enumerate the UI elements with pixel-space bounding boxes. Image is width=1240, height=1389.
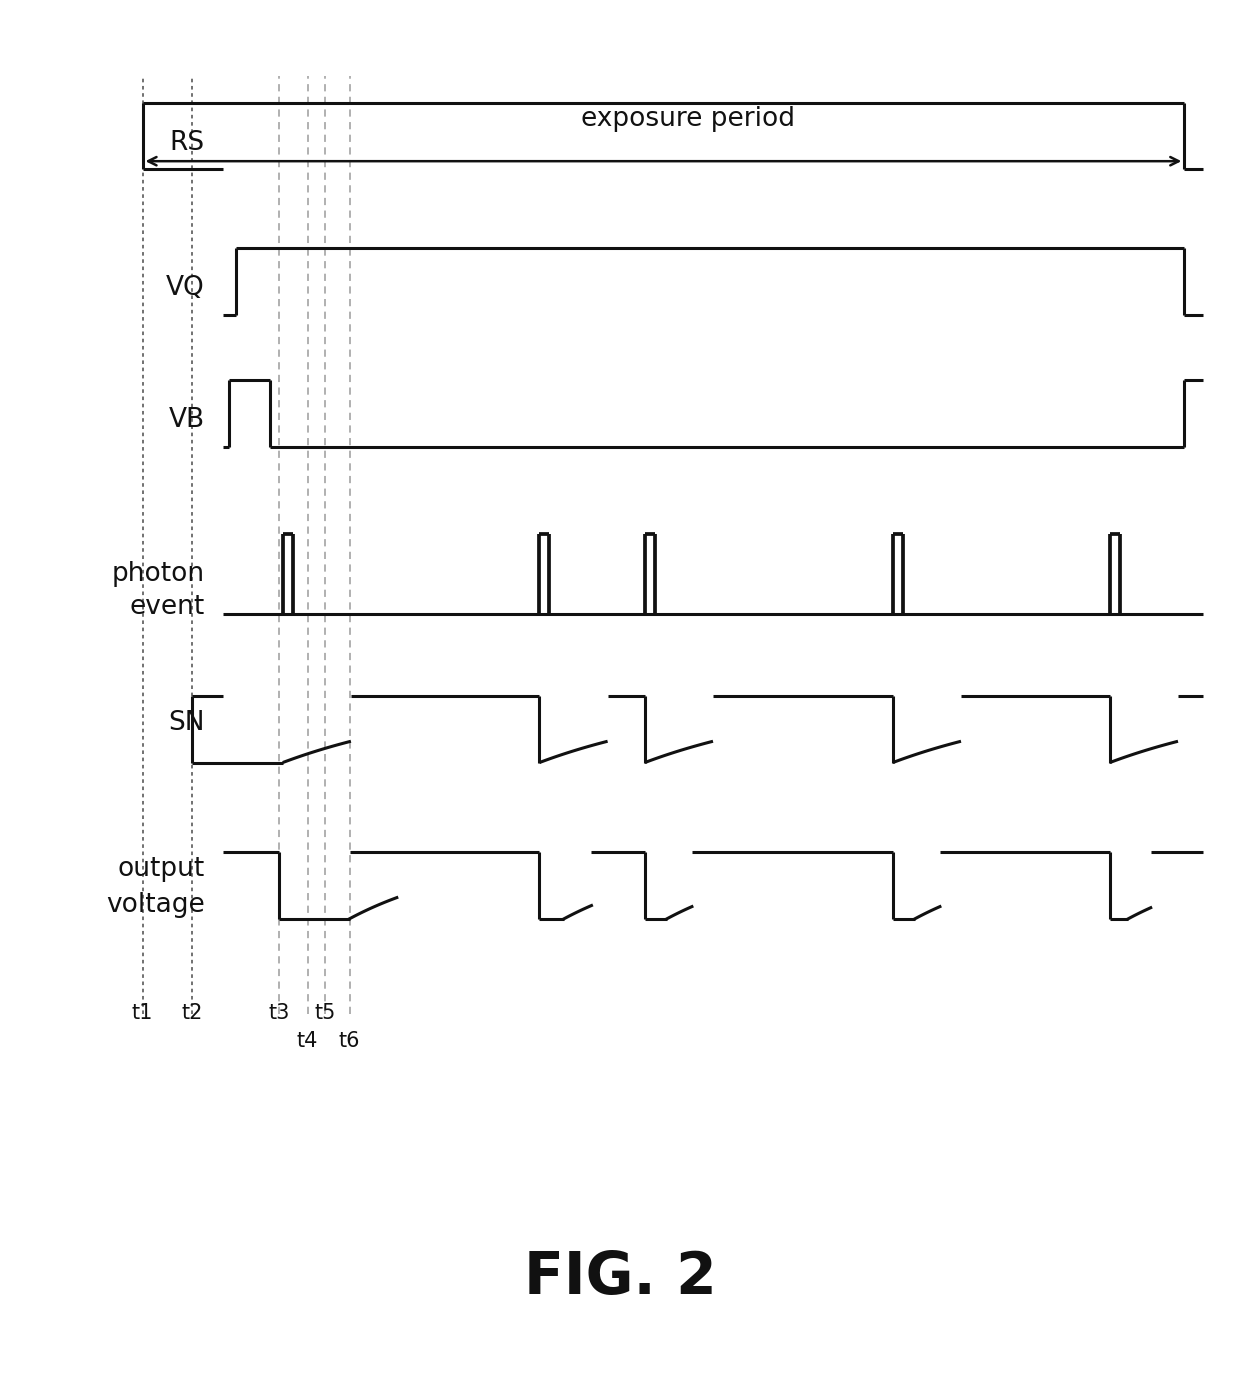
Text: photon: photon (112, 561, 205, 586)
Text: VB: VB (169, 407, 205, 433)
Text: t5: t5 (314, 1003, 336, 1022)
Text: t4: t4 (296, 1031, 319, 1050)
Text: voltage: voltage (105, 892, 205, 918)
Text: RS: RS (170, 129, 205, 156)
Text: FIG. 2: FIG. 2 (523, 1249, 717, 1307)
Text: t6: t6 (339, 1031, 361, 1050)
Text: SN: SN (169, 710, 205, 736)
Text: exposure period: exposure period (582, 106, 795, 132)
Text: t1: t1 (131, 1003, 154, 1022)
Text: event: event (129, 594, 205, 619)
Text: output: output (118, 856, 205, 882)
Text: t3: t3 (268, 1003, 290, 1022)
Text: VQ: VQ (166, 275, 205, 301)
Text: t2: t2 (181, 1003, 203, 1022)
